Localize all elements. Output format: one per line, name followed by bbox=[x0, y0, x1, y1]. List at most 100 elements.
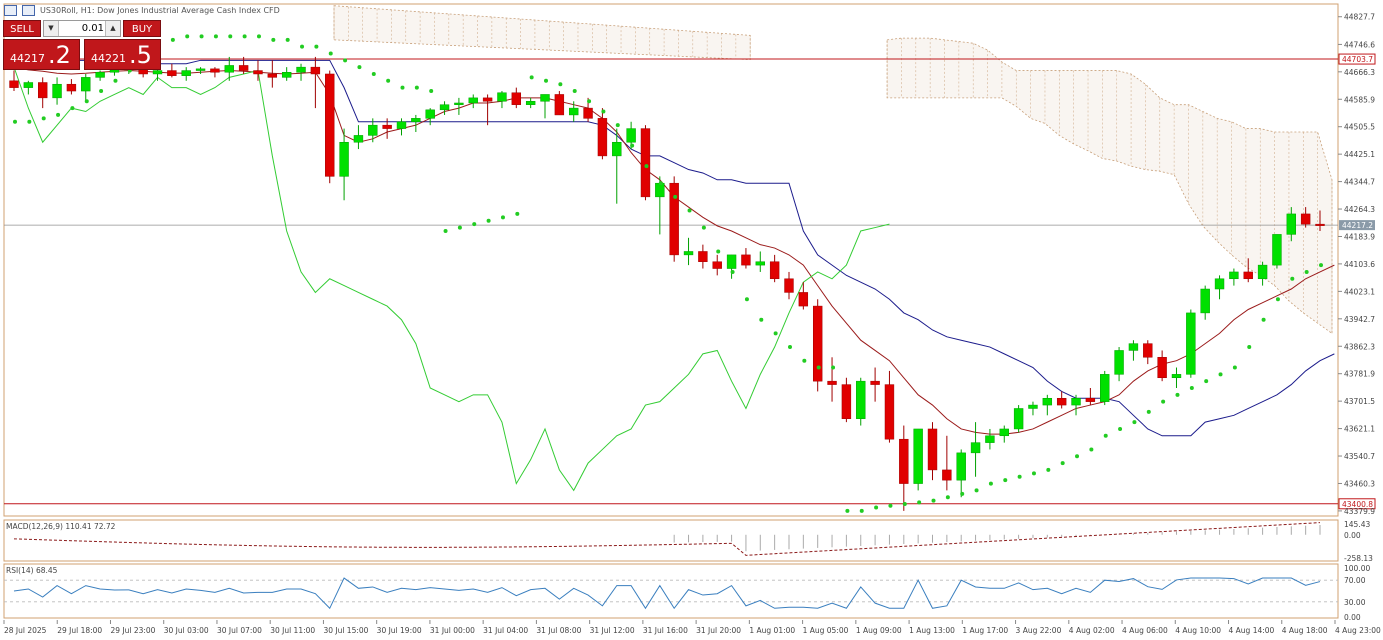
sar-dot bbox=[457, 225, 462, 230]
macd-signal-line bbox=[13, 522, 1321, 556]
candle-body bbox=[913, 428, 923, 484]
cloud-upper bbox=[333, 5, 751, 61]
sar-dot bbox=[1247, 345, 1252, 350]
sar-dot bbox=[84, 99, 89, 104]
candle-body bbox=[1056, 397, 1067, 406]
time-axis: 28 Jul 2025 29 Jul 18:00 29 Jul 23:00 30 Ju… bbox=[3, 620, 1381, 635]
sar-dot bbox=[443, 228, 448, 233]
sar-dot bbox=[1060, 461, 1065, 466]
sar-dot bbox=[429, 89, 434, 94]
candle-body bbox=[52, 83, 62, 99]
time-tick-label: 4 Aug 02:00 bbox=[1069, 626, 1115, 635]
candle-body bbox=[1157, 357, 1167, 379]
candle-body bbox=[540, 94, 550, 102]
price-tick-label: 43540.7 bbox=[1344, 452, 1375, 461]
time-tick-label: 31 Jul 00:00 bbox=[430, 626, 475, 635]
sar-dot bbox=[1003, 478, 1008, 483]
macd-tick-label: 145.43 bbox=[1344, 520, 1370, 529]
candle-body bbox=[1272, 234, 1282, 266]
candle-body bbox=[841, 384, 852, 419]
sar-dot bbox=[1204, 379, 1209, 384]
sar-dot bbox=[1132, 420, 1137, 425]
parabolic-sar bbox=[13, 34, 1323, 513]
sell-button[interactable]: SELL bbox=[3, 20, 41, 37]
sar-dot bbox=[816, 365, 821, 370]
sar-dot bbox=[1161, 399, 1166, 404]
lot-size-field[interactable]: ▼ ▲ bbox=[43, 20, 121, 37]
sar-dot bbox=[572, 89, 577, 94]
sar-dot bbox=[544, 78, 549, 83]
time-tick-label: 30 Jul 19:00 bbox=[377, 626, 422, 635]
price-tick-label: 44827.7 bbox=[1344, 13, 1375, 22]
candle-body bbox=[1042, 397, 1053, 406]
sell-price-box[interactable]: 44217 .2 bbox=[3, 39, 80, 70]
sar-dot bbox=[1046, 467, 1051, 472]
candle-body bbox=[23, 82, 34, 88]
sar-dot bbox=[845, 508, 850, 513]
candle-body bbox=[640, 128, 651, 198]
price-tick-label: 44264.3 bbox=[1344, 205, 1375, 214]
lot-size-input[interactable] bbox=[60, 21, 104, 35]
rsi-tick-label: 100.00 bbox=[1344, 564, 1370, 573]
sar-dot bbox=[687, 208, 692, 213]
time-tick-label: 1 Aug 05:00 bbox=[803, 626, 849, 635]
candle-body bbox=[1085, 397, 1096, 402]
candle-body bbox=[798, 292, 809, 307]
candle-body bbox=[1100, 374, 1110, 402]
time-tick-label: 30 Jul 15:00 bbox=[323, 626, 368, 635]
time-tick-label: 4 Aug 10:00 bbox=[1175, 626, 1221, 635]
candle-body bbox=[927, 428, 938, 471]
macd-tick-label: -258.13 bbox=[1344, 554, 1373, 563]
sell-price-main: 44217 bbox=[10, 52, 45, 65]
candle-body bbox=[669, 182, 679, 256]
price-tick-label: 44023.1 bbox=[1344, 287, 1375, 296]
lot-decrease-icon[interactable]: ▼ bbox=[44, 21, 59, 36]
candle-body bbox=[66, 83, 77, 92]
candle-body bbox=[1286, 213, 1296, 235]
sar-dot bbox=[960, 491, 965, 496]
candle-body bbox=[1186, 312, 1196, 375]
candle-body bbox=[583, 107, 593, 119]
candle-body bbox=[942, 469, 952, 481]
time-tick-label: 4 Aug 18:00 bbox=[1282, 626, 1328, 635]
sar-dot bbox=[328, 51, 333, 56]
candle-body bbox=[741, 254, 751, 266]
sar-dot bbox=[1031, 471, 1036, 476]
sar-dot bbox=[744, 297, 749, 302]
lot-increase-icon[interactable]: ▲ bbox=[105, 21, 120, 36]
sar-dot bbox=[587, 99, 592, 104]
candle-body bbox=[698, 251, 708, 262]
buy-price-box[interactable]: 44221 .5 bbox=[84, 39, 161, 70]
sar-dot bbox=[285, 37, 290, 42]
candle-body bbox=[382, 124, 392, 129]
sar-dot bbox=[1304, 269, 1309, 274]
symbol-icon[interactable] bbox=[22, 5, 35, 16]
candle-body bbox=[353, 135, 364, 143]
sar-dot bbox=[300, 44, 305, 49]
rsi-panel: RSI(14) 68.45 100.00 70.00 30.00 0.00 bbox=[4, 564, 1370, 622]
candle-body bbox=[1128, 343, 1139, 351]
rsi-title: RSI(14) 68.45 bbox=[6, 566, 58, 575]
candle-body bbox=[167, 70, 177, 76]
candle-body bbox=[339, 141, 349, 177]
candle-body bbox=[1114, 350, 1124, 375]
sar-dot bbox=[644, 164, 649, 169]
sar-dot bbox=[988, 481, 993, 486]
sar-dot bbox=[256, 34, 261, 39]
buy-price-big: .5 bbox=[129, 41, 152, 69]
sar-dot bbox=[888, 503, 893, 508]
sar-dot bbox=[1275, 297, 1280, 302]
time-tick-label: 29 Jul 23:00 bbox=[110, 626, 155, 635]
candle-body bbox=[497, 92, 507, 102]
rsi-tick-label: 70.00 bbox=[1344, 576, 1366, 585]
macd-tick-label: 0.00 bbox=[1344, 531, 1361, 540]
candle-body bbox=[1200, 288, 1210, 314]
candle-body bbox=[870, 380, 880, 385]
candle-body bbox=[956, 452, 966, 481]
candle-body bbox=[152, 70, 163, 75]
rsi-line bbox=[13, 577, 1321, 610]
chart-window-icon[interactable] bbox=[4, 5, 17, 16]
sar-dot bbox=[1089, 447, 1094, 452]
buy-button[interactable]: BUY bbox=[123, 20, 161, 37]
